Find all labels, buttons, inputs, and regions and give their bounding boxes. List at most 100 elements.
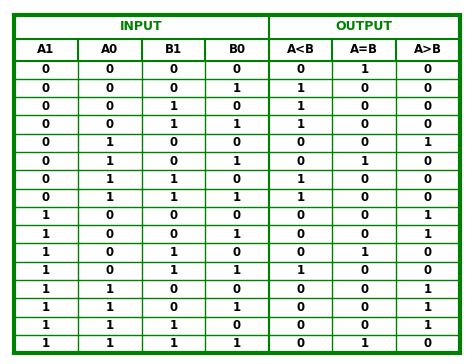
Text: 0: 0 [360, 264, 368, 277]
Text: 0: 0 [42, 155, 50, 168]
Text: 1: 1 [233, 155, 241, 168]
Text: 0: 0 [233, 282, 241, 296]
Text: 0: 0 [424, 264, 432, 277]
Text: 1: 1 [169, 319, 177, 332]
Text: 1: 1 [360, 155, 368, 168]
Text: A>B: A>B [414, 43, 442, 56]
Text: 0: 0 [169, 209, 177, 222]
Text: 0: 0 [424, 100, 432, 113]
Text: 0: 0 [42, 82, 50, 95]
Text: 1: 1 [424, 301, 432, 314]
Text: 0: 0 [42, 100, 50, 113]
Text: A1: A1 [37, 43, 55, 56]
Text: 1: 1 [233, 82, 241, 95]
Text: 1: 1 [169, 264, 177, 277]
Text: 1: 1 [106, 337, 114, 351]
Text: 0: 0 [106, 63, 114, 76]
Text: 0: 0 [42, 136, 50, 149]
Text: 1: 1 [297, 100, 305, 113]
Text: 0: 0 [360, 282, 368, 296]
Text: 0: 0 [42, 173, 50, 186]
Text: 1: 1 [424, 319, 432, 332]
Text: 0: 0 [169, 301, 177, 314]
Text: 0: 0 [360, 173, 368, 186]
Text: 1: 1 [169, 173, 177, 186]
Text: 0: 0 [233, 63, 241, 76]
Text: 1: 1 [169, 100, 177, 113]
Text: OUTPUT: OUTPUT [336, 20, 393, 33]
Text: 0: 0 [106, 100, 114, 113]
Text: 0: 0 [297, 136, 305, 149]
Text: 1: 1 [42, 209, 50, 222]
Text: 0: 0 [169, 228, 177, 241]
Text: 0: 0 [106, 118, 114, 131]
Text: 0: 0 [106, 228, 114, 241]
Text: 0: 0 [42, 191, 50, 204]
Text: 1: 1 [297, 191, 305, 204]
Text: 0: 0 [169, 63, 177, 76]
Text: 0: 0 [424, 63, 432, 76]
Text: 1: 1 [169, 191, 177, 204]
Text: A0: A0 [101, 43, 118, 56]
Text: 0: 0 [424, 82, 432, 95]
Text: 1: 1 [42, 228, 50, 241]
Text: 0: 0 [297, 301, 305, 314]
Text: 1: 1 [42, 301, 50, 314]
Text: 1: 1 [42, 282, 50, 296]
Text: 1: 1 [233, 228, 241, 241]
Text: 1: 1 [42, 246, 50, 259]
Text: 0: 0 [233, 246, 241, 259]
Text: 0: 0 [360, 82, 368, 95]
Text: 1: 1 [169, 246, 177, 259]
Text: 1: 1 [106, 191, 114, 204]
Text: 0: 0 [360, 228, 368, 241]
Text: 0: 0 [424, 191, 432, 204]
Text: 0: 0 [424, 337, 432, 351]
Text: 0: 0 [424, 118, 432, 131]
Text: 1: 1 [42, 337, 50, 351]
Text: 0: 0 [233, 136, 241, 149]
Text: 1: 1 [106, 136, 114, 149]
Text: 1: 1 [233, 191, 241, 204]
Text: 1: 1 [106, 173, 114, 186]
Text: 1: 1 [424, 136, 432, 149]
Text: 1: 1 [297, 173, 305, 186]
Text: A<B: A<B [287, 43, 315, 56]
Text: 0: 0 [360, 136, 368, 149]
Text: 0: 0 [360, 319, 368, 332]
Text: 0: 0 [169, 136, 177, 149]
Text: 1: 1 [233, 337, 241, 351]
Text: 1: 1 [424, 209, 432, 222]
Text: B1: B1 [165, 43, 182, 56]
Text: 1: 1 [233, 118, 241, 131]
Text: 0: 0 [233, 209, 241, 222]
Text: A=B: A=B [350, 43, 378, 56]
Text: 0: 0 [360, 301, 368, 314]
Text: 1: 1 [106, 301, 114, 314]
Text: 0: 0 [297, 319, 305, 332]
Text: 1: 1 [233, 264, 241, 277]
Text: 0: 0 [424, 155, 432, 168]
Text: 1: 1 [297, 264, 305, 277]
Text: INPUT: INPUT [120, 20, 163, 33]
Text: 0: 0 [233, 100, 241, 113]
Text: 0: 0 [424, 173, 432, 186]
Text: 1: 1 [360, 63, 368, 76]
Text: 1: 1 [360, 337, 368, 351]
Text: 0: 0 [297, 155, 305, 168]
Text: 1: 1 [169, 118, 177, 131]
Text: 0: 0 [297, 282, 305, 296]
Text: 0: 0 [233, 319, 241, 332]
Text: 1: 1 [297, 118, 305, 131]
Text: 0: 0 [169, 155, 177, 168]
Text: B0: B0 [228, 43, 246, 56]
Text: 0: 0 [169, 282, 177, 296]
Text: 0: 0 [297, 246, 305, 259]
Text: 0: 0 [42, 63, 50, 76]
Text: 0: 0 [360, 191, 368, 204]
Text: 1: 1 [360, 246, 368, 259]
Text: 0: 0 [297, 337, 305, 351]
Text: 1: 1 [233, 301, 241, 314]
Text: 0: 0 [233, 173, 241, 186]
Text: 1: 1 [42, 264, 50, 277]
